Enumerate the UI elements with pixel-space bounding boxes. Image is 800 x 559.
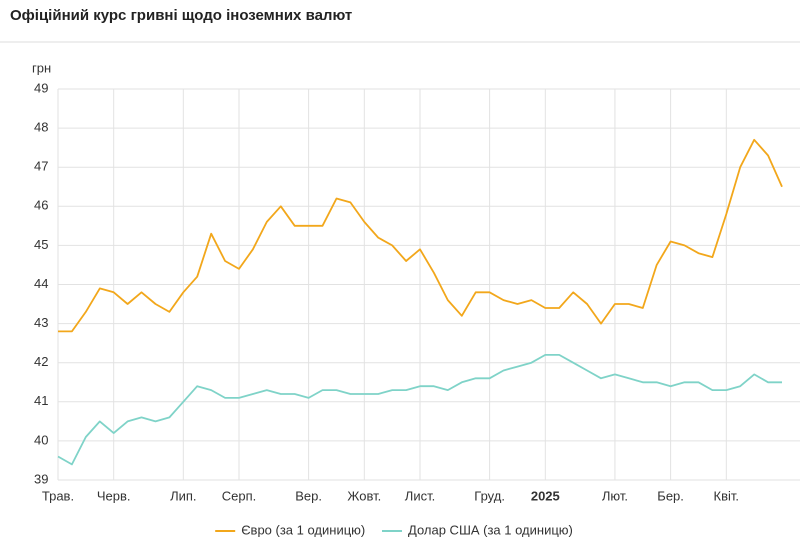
y-tick-label: 44 xyxy=(34,276,48,291)
y-tick-label: 45 xyxy=(34,237,48,252)
chart-title: Офіційний курс гривні щодо іноземних вал… xyxy=(10,7,352,24)
legend-label: Долар США (за 1 одиницю) xyxy=(408,522,573,537)
x-tick-label: Жовт. xyxy=(347,488,381,503)
x-tick-label: Бер. xyxy=(657,488,684,503)
x-tick-label: Вер. xyxy=(295,488,322,503)
series-line xyxy=(57,353,782,466)
x-tick-label: Трав. xyxy=(42,488,74,503)
y-tick-label: 41 xyxy=(34,393,48,408)
x-tick-label: Лип. xyxy=(170,488,196,503)
y-tick-label: 48 xyxy=(34,120,48,135)
x-tick-label: Серп. xyxy=(222,488,257,503)
y-axis-label: грн xyxy=(32,60,51,75)
y-tick-label: 47 xyxy=(34,159,48,174)
x-tick-label: 2025 xyxy=(531,488,560,503)
y-tick-label: 49 xyxy=(34,80,48,95)
y-tick-label: 40 xyxy=(34,432,48,447)
y-tick-label: 39 xyxy=(34,471,48,486)
legend-label: Євро (за 1 одиницю) xyxy=(241,522,365,537)
y-tick-label: 43 xyxy=(34,315,48,330)
series-line xyxy=(58,138,783,333)
x-tick-label: Квіт. xyxy=(714,488,740,503)
x-tick-label: Груд. xyxy=(474,488,505,503)
y-tick-label: 46 xyxy=(34,198,48,213)
x-tick-label: Черв. xyxy=(97,488,131,503)
x-tick-label: Лют. xyxy=(602,488,628,503)
x-tick-label: Лист. xyxy=(405,488,435,503)
y-tick-label: 42 xyxy=(34,354,48,369)
